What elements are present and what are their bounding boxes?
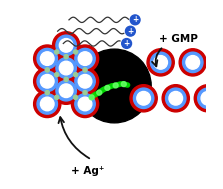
Circle shape [34, 45, 61, 72]
Circle shape [59, 84, 73, 98]
Text: +: + [127, 27, 134, 36]
Circle shape [162, 85, 189, 112]
Circle shape [71, 90, 99, 118]
Circle shape [78, 74, 92, 88]
Circle shape [183, 52, 203, 73]
Circle shape [37, 94, 58, 114]
Circle shape [40, 97, 54, 111]
Circle shape [55, 50, 59, 54]
Text: +: + [132, 15, 138, 24]
Circle shape [34, 90, 61, 118]
Circle shape [59, 39, 73, 52]
Circle shape [53, 32, 80, 59]
Circle shape [77, 49, 151, 123]
Circle shape [147, 49, 174, 76]
Circle shape [105, 85, 110, 90]
Circle shape [64, 55, 68, 59]
Circle shape [56, 58, 76, 78]
Circle shape [71, 68, 99, 95]
Circle shape [78, 52, 92, 65]
Circle shape [201, 91, 215, 105]
Circle shape [74, 95, 78, 99]
Circle shape [45, 91, 49, 95]
Circle shape [130, 85, 157, 112]
Circle shape [74, 73, 78, 77]
Circle shape [75, 94, 95, 114]
Circle shape [53, 77, 80, 104]
Circle shape [186, 56, 200, 69]
Circle shape [130, 15, 140, 25]
Circle shape [34, 68, 61, 95]
Circle shape [169, 91, 183, 105]
Circle shape [74, 50, 78, 54]
Circle shape [40, 74, 54, 88]
Circle shape [53, 54, 80, 82]
Circle shape [37, 71, 58, 91]
Circle shape [75, 71, 95, 91]
Circle shape [121, 82, 126, 87]
Circle shape [75, 48, 95, 69]
Circle shape [194, 85, 221, 112]
Circle shape [151, 52, 171, 73]
Circle shape [97, 90, 102, 95]
Circle shape [89, 95, 94, 100]
Circle shape [179, 49, 206, 76]
Circle shape [83, 68, 87, 72]
Circle shape [122, 39, 132, 48]
Circle shape [45, 68, 49, 72]
Circle shape [71, 45, 99, 72]
Text: +: + [124, 39, 130, 48]
Circle shape [165, 88, 186, 108]
Circle shape [37, 48, 58, 69]
Circle shape [78, 97, 92, 111]
Circle shape [154, 56, 167, 69]
Circle shape [64, 77, 68, 81]
Circle shape [55, 95, 59, 99]
Circle shape [56, 81, 76, 101]
Circle shape [59, 61, 73, 75]
Circle shape [83, 91, 87, 95]
Circle shape [198, 88, 218, 108]
Circle shape [55, 73, 59, 77]
Text: + Ag⁺: + Ag⁺ [71, 166, 105, 176]
Circle shape [137, 91, 151, 105]
Circle shape [126, 26, 135, 36]
Circle shape [56, 35, 76, 56]
Text: + GMP: + GMP [159, 34, 198, 44]
Circle shape [133, 88, 154, 108]
Circle shape [113, 83, 118, 88]
Circle shape [40, 52, 54, 65]
